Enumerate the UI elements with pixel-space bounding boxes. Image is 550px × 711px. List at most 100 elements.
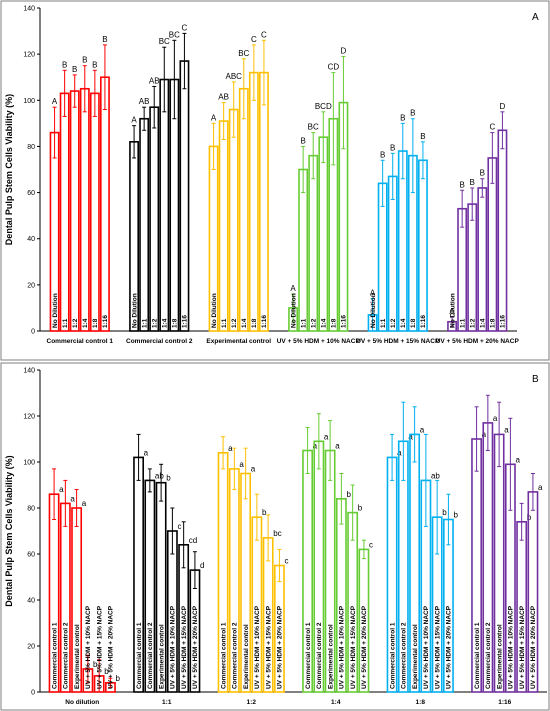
- significance-label: AB: [218, 93, 229, 102]
- significance-label: a: [313, 442, 318, 451]
- bar-label: Commercial control 1: [51, 622, 58, 689]
- bar: [417, 159, 428, 332]
- significance-label: B: [82, 56, 87, 65]
- significance-label: a: [515, 455, 520, 464]
- group-label: UV + 5% HDM + 20% NACP: [436, 338, 520, 345]
- significance-label: a: [504, 425, 509, 434]
- bar: [149, 106, 160, 332]
- significance-label: a: [538, 483, 543, 492]
- significance-label: C: [261, 30, 267, 39]
- bar-label: 1:2: [311, 318, 318, 328]
- bar: [139, 117, 150, 332]
- bar-label: UV + 5% HDM + 10% NACP: [254, 605, 261, 689]
- significance-label: c: [369, 540, 373, 549]
- bar-label: 1:4: [162, 318, 169, 328]
- significance-label: a: [228, 444, 233, 453]
- significance-label: b: [166, 474, 171, 483]
- bar-label: Experimental control: [243, 624, 250, 689]
- bar-label: UV + 5% HDM + 15% NACP: [181, 605, 188, 689]
- bar-label: 1:16: [182, 315, 189, 328]
- significance-label: b: [442, 508, 447, 517]
- significance-label: b: [346, 490, 351, 499]
- significance-label: b: [453, 511, 458, 520]
- bar: [218, 120, 229, 332]
- bar: [248, 71, 259, 332]
- bar-label: 1:16: [261, 315, 268, 328]
- significance-label: a: [324, 432, 329, 441]
- bar-label: 1:8: [251, 318, 258, 328]
- significance-label: C: [251, 35, 257, 44]
- bar-label: Commercial control 1: [136, 622, 143, 689]
- significance-label: B: [380, 150, 385, 159]
- significance-label: A: [370, 289, 376, 298]
- bar-label: UV + 5% HDM + 10% NACP: [339, 605, 346, 689]
- significance-label: A: [449, 307, 455, 316]
- bar-label: UV + 5% HDM + 15% NACP: [96, 605, 103, 689]
- y-tick-label: 140: [23, 368, 35, 375]
- significance-label: b: [527, 513, 532, 522]
- bar-label: 1:2: [470, 318, 477, 328]
- significance-label: b: [358, 504, 363, 513]
- bar: [318, 136, 329, 332]
- bar-label: Commercial control 1: [220, 622, 227, 689]
- significance-label: B: [92, 60, 97, 69]
- bar-label: UV + 5% HDM + 15% NACP: [434, 605, 441, 689]
- bar-label: Commercial control 2: [485, 622, 492, 689]
- bar: [238, 87, 249, 332]
- bar-label: Commercial control 1: [474, 622, 481, 689]
- y-tick-label: 60: [27, 552, 35, 559]
- bar-label: 1:16: [102, 315, 109, 328]
- bar-label: 1:8: [410, 318, 417, 328]
- significance-label: BC: [159, 37, 170, 46]
- group-label: UV + 5% HDM + 10% NACP: [277, 338, 361, 345]
- significance-label: B: [62, 60, 67, 69]
- bar-label: 1:16: [341, 315, 348, 328]
- group-label: 1:8: [416, 699, 426, 706]
- bar-label: 1:2: [152, 318, 159, 328]
- y-axis-label: Dental Pulp Stem Cells Viability (%): [4, 94, 14, 245]
- bar: [487, 157, 498, 332]
- bar-label: Commercial control 2: [63, 622, 70, 689]
- bar-label: UV + 5% HDM + 10% NACP: [508, 605, 515, 689]
- significance-label: AB: [139, 97, 150, 106]
- bar: [59, 92, 70, 332]
- bar: [258, 71, 269, 332]
- y-tick-label: 120: [23, 414, 35, 421]
- significance-label: a: [420, 425, 425, 434]
- significance-label: D: [341, 46, 347, 55]
- group-label: No dilution: [65, 699, 99, 706]
- bar-label: 1:4: [321, 318, 328, 328]
- bar: [467, 203, 478, 332]
- bar: [497, 129, 508, 332]
- bar-label: Commercial control 2: [147, 622, 154, 689]
- bar-label: 1:1: [62, 318, 69, 328]
- group-label: 1:4: [331, 699, 341, 706]
- bar-label: UV + 5% HDM + 20% NACP: [530, 605, 537, 689]
- bar: [89, 92, 100, 332]
- significance-label: a: [59, 485, 64, 494]
- y-tick-label: 80: [27, 144, 35, 151]
- bar-label: 1:2: [231, 318, 238, 328]
- significance-label: a: [408, 432, 413, 441]
- bar-label: 1:2: [390, 318, 397, 328]
- significance-label: BC: [238, 49, 249, 58]
- panel-letter: B: [532, 374, 539, 385]
- significance-label: ABC: [225, 72, 242, 81]
- bar-label: UV + 5% HDM + 20% NACP: [108, 605, 115, 689]
- bar-label: 1:4: [480, 318, 487, 328]
- bar-label: 1:16: [500, 315, 507, 328]
- y-tick-label: 0: [31, 329, 35, 336]
- significance-label: a: [144, 448, 149, 457]
- bar-label: UV + 5% HDM + 10% NACP: [85, 605, 92, 689]
- significance-label: b: [262, 508, 267, 517]
- group-label: Commercial control 1: [47, 338, 114, 345]
- significance-label: a: [335, 442, 340, 451]
- bar-label: No Dilution: [290, 293, 297, 328]
- bar: [228, 108, 239, 332]
- bar-label: 1:1: [300, 318, 307, 328]
- y-tick-label: 20: [27, 282, 35, 289]
- y-tick-label: 20: [27, 644, 35, 651]
- y-tick-label: 40: [27, 236, 35, 243]
- bar-label: 1:1: [380, 318, 387, 328]
- bar-label: UV + 5% HDM + 10% NACP: [423, 605, 430, 689]
